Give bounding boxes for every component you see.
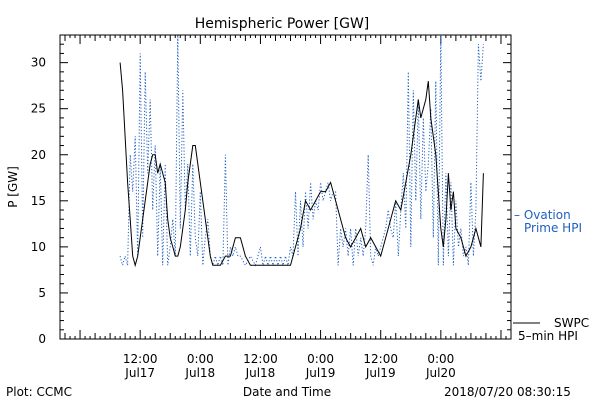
chart-title: Hemispheric Power [GW]: [195, 16, 370, 32]
x-tick-label-time: 12:00: [363, 352, 398, 366]
y-tick-label: 30: [31, 56, 46, 70]
plot-credit: Plot: CCMC: [6, 385, 72, 399]
x-tick-label-date: Jul19: [365, 366, 396, 380]
swpc-series: [119, 62, 484, 268]
x-axis: 12:00Jul170:00Jul1812:00Jul180:00Jul1912…: [59, 35, 512, 380]
y-tick-label: 5: [38, 286, 46, 300]
series-layer: [119, 34, 484, 268]
x-tick-label-date: Jul20: [425, 366, 456, 380]
legend-ovation-line2: Prime HPI: [524, 221, 582, 235]
y-tick-label: 10: [31, 240, 46, 254]
x-axis-label: Date and Time: [243, 385, 331, 399]
y-tick-label: 25: [31, 102, 46, 116]
x-tick-label-date: Jul18: [245, 366, 276, 380]
x-tick-label-time: 0:00: [187, 352, 214, 366]
legend-swpc-line1: SWPC: [554, 316, 589, 330]
x-tick-label-time: 12:00: [243, 352, 278, 366]
legend-swpc-line2: 5–min HPI: [518, 329, 578, 343]
y-tick-label: 15: [31, 194, 46, 208]
x-tick-label-date: Jul18: [184, 366, 215, 380]
x-tick-label-date: Jul17: [124, 366, 155, 380]
y-axis: 0 5 10 15 20 25 30: [31, 34, 511, 346]
ovation-prime-series: [119, 34, 484, 268]
x-tick-label-date: Jul19: [305, 366, 336, 380]
y-axis-label: P [GW]: [6, 166, 20, 208]
x-tick-label-time: 12:00: [123, 352, 158, 366]
x-tick-label-time: 0:00: [427, 352, 454, 366]
y-tick-label: 0: [38, 332, 46, 346]
x-tick-label-time: 0:00: [307, 352, 334, 366]
timestamp: 2018/07/20 08:30:15: [444, 385, 571, 399]
legend-ovation-line1: – Ovation: [514, 208, 571, 222]
y-tick-label: 20: [31, 148, 46, 162]
